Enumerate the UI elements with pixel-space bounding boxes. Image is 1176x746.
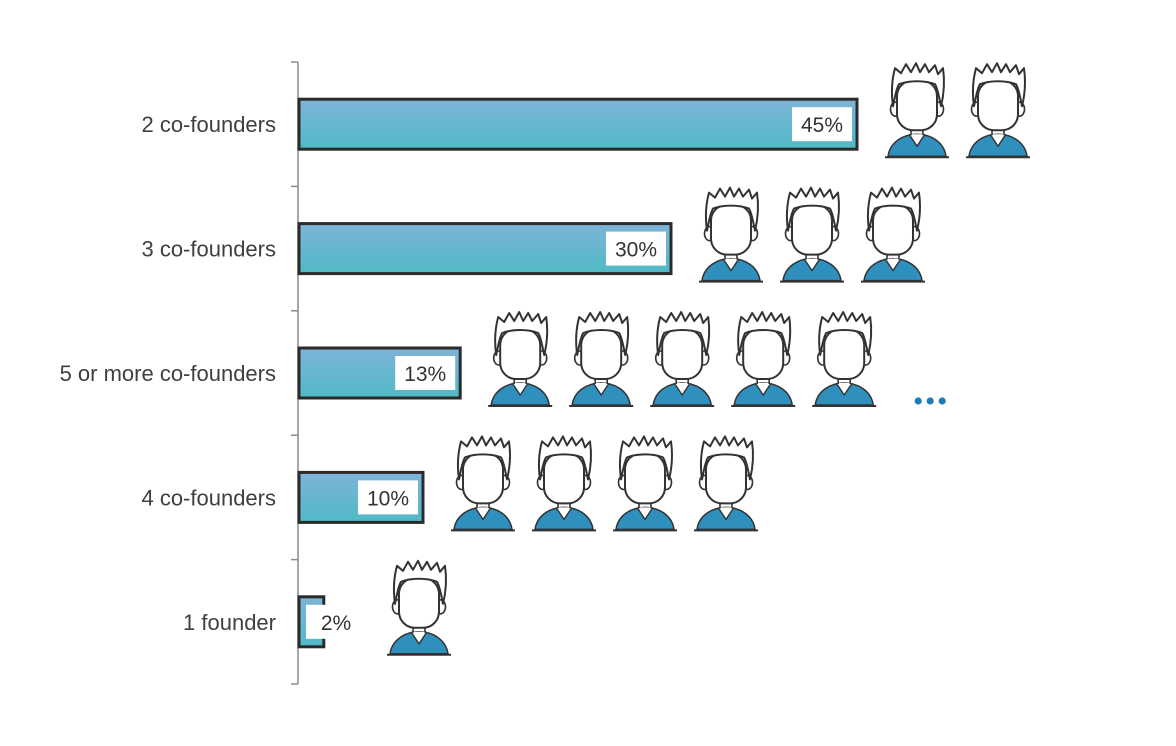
person-icon — [861, 186, 925, 283]
person-icon — [387, 559, 451, 656]
person-icon — [966, 62, 1030, 159]
person-icon — [613, 435, 677, 532]
person-icon — [699, 186, 763, 283]
bars-layer: 45% 30% 13% 10% 2% — [297, 97, 859, 649]
bar — [297, 97, 859, 151]
category-label: 3 co-founders — [141, 237, 276, 262]
person-icon — [488, 311, 553, 407]
person-icon — [451, 435, 515, 532]
person-icon — [780, 186, 844, 283]
person-icon — [694, 435, 758, 532]
value-label: 45% — [801, 114, 843, 137]
person-icon — [812, 311, 877, 407]
value-label-box — [606, 231, 666, 266]
person-icon — [569, 311, 634, 407]
category-label: 2 co-founders — [141, 112, 276, 137]
value-label-box — [395, 356, 456, 390]
person-icon — [532, 435, 596, 532]
icons-layer — [387, 62, 1030, 656]
value-label: 10% — [367, 487, 409, 510]
value-label-box — [792, 107, 852, 142]
category-label: 5 or more co-founders — [60, 361, 276, 386]
value-label: 30% — [615, 239, 657, 262]
person-icon — [650, 311, 715, 407]
value-label: 13% — [404, 363, 446, 386]
more-ellipsis-icon — [914, 397, 946, 405]
value-label: 2% — [321, 612, 351, 635]
person-icon — [885, 62, 949, 159]
value-label-box — [358, 480, 418, 515]
value-label-box — [306, 604, 366, 639]
category-label: 1 founder — [183, 610, 276, 635]
category-label: 4 co-founders — [141, 485, 276, 510]
category-axis: 2 co-founders 3 co-founders 5 or more co-f… — [60, 61, 299, 685]
person-icon — [731, 311, 796, 407]
